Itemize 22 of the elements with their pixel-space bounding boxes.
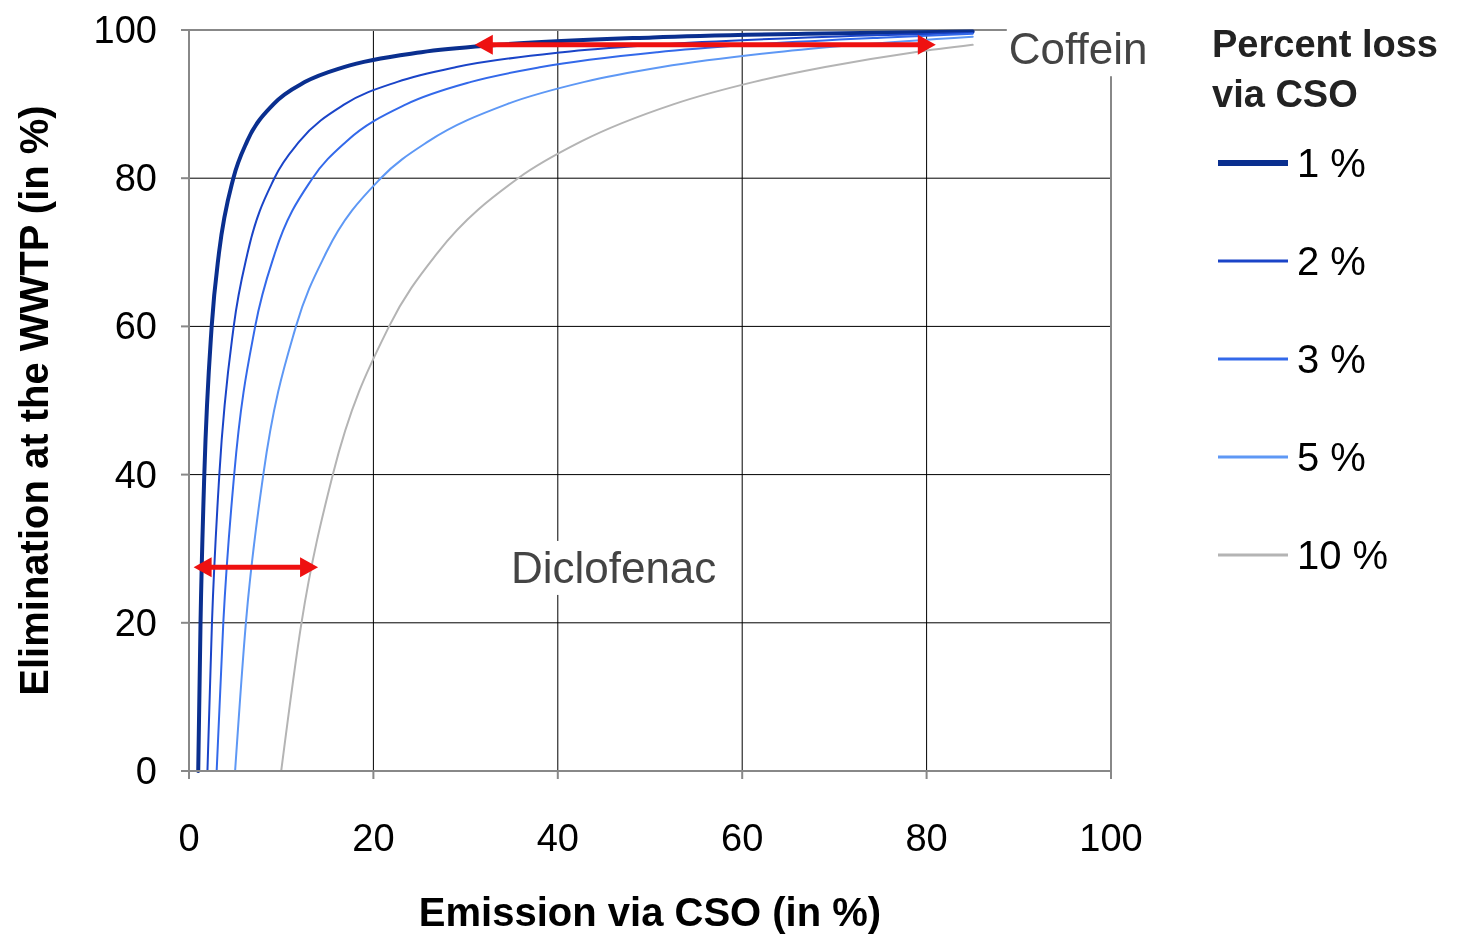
x-tick-label: 60 bbox=[721, 817, 764, 859]
y-tick-label: 80 bbox=[114, 157, 157, 200]
y-tick-label: 100 bbox=[93, 9, 157, 51]
y-tick-label: 40 bbox=[114, 453, 157, 496]
y-tick-label: 0 bbox=[135, 750, 157, 792]
x-axis-title: Emission via CSO (in %) bbox=[418, 890, 882, 934]
x-tick-label: 80 bbox=[905, 817, 948, 859]
x-tick-label: 40 bbox=[536, 817, 579, 859]
annotation: Diclofenac bbox=[510, 542, 717, 592]
legend-label: 1 % bbox=[1297, 141, 1366, 185]
y-axis-title: Elimination at the WWTP (in %) bbox=[12, 105, 56, 696]
legend-label: 3 % bbox=[1297, 337, 1366, 381]
legend-label: 5 % bbox=[1297, 435, 1366, 479]
x-tick-label: 20 bbox=[352, 817, 395, 859]
legend-label: 10 % bbox=[1297, 533, 1389, 577]
y-tick-label: 20 bbox=[114, 601, 157, 644]
annotation: Coffein bbox=[1008, 24, 1148, 74]
legend-label: 2 % bbox=[1297, 239, 1366, 283]
y-tick-label: 60 bbox=[114, 305, 157, 348]
x-tick-label: 0 bbox=[178, 817, 200, 859]
legend-title: Percent loss via CSO bbox=[1212, 23, 1438, 115]
x-tick-label: 100 bbox=[1079, 817, 1143, 859]
